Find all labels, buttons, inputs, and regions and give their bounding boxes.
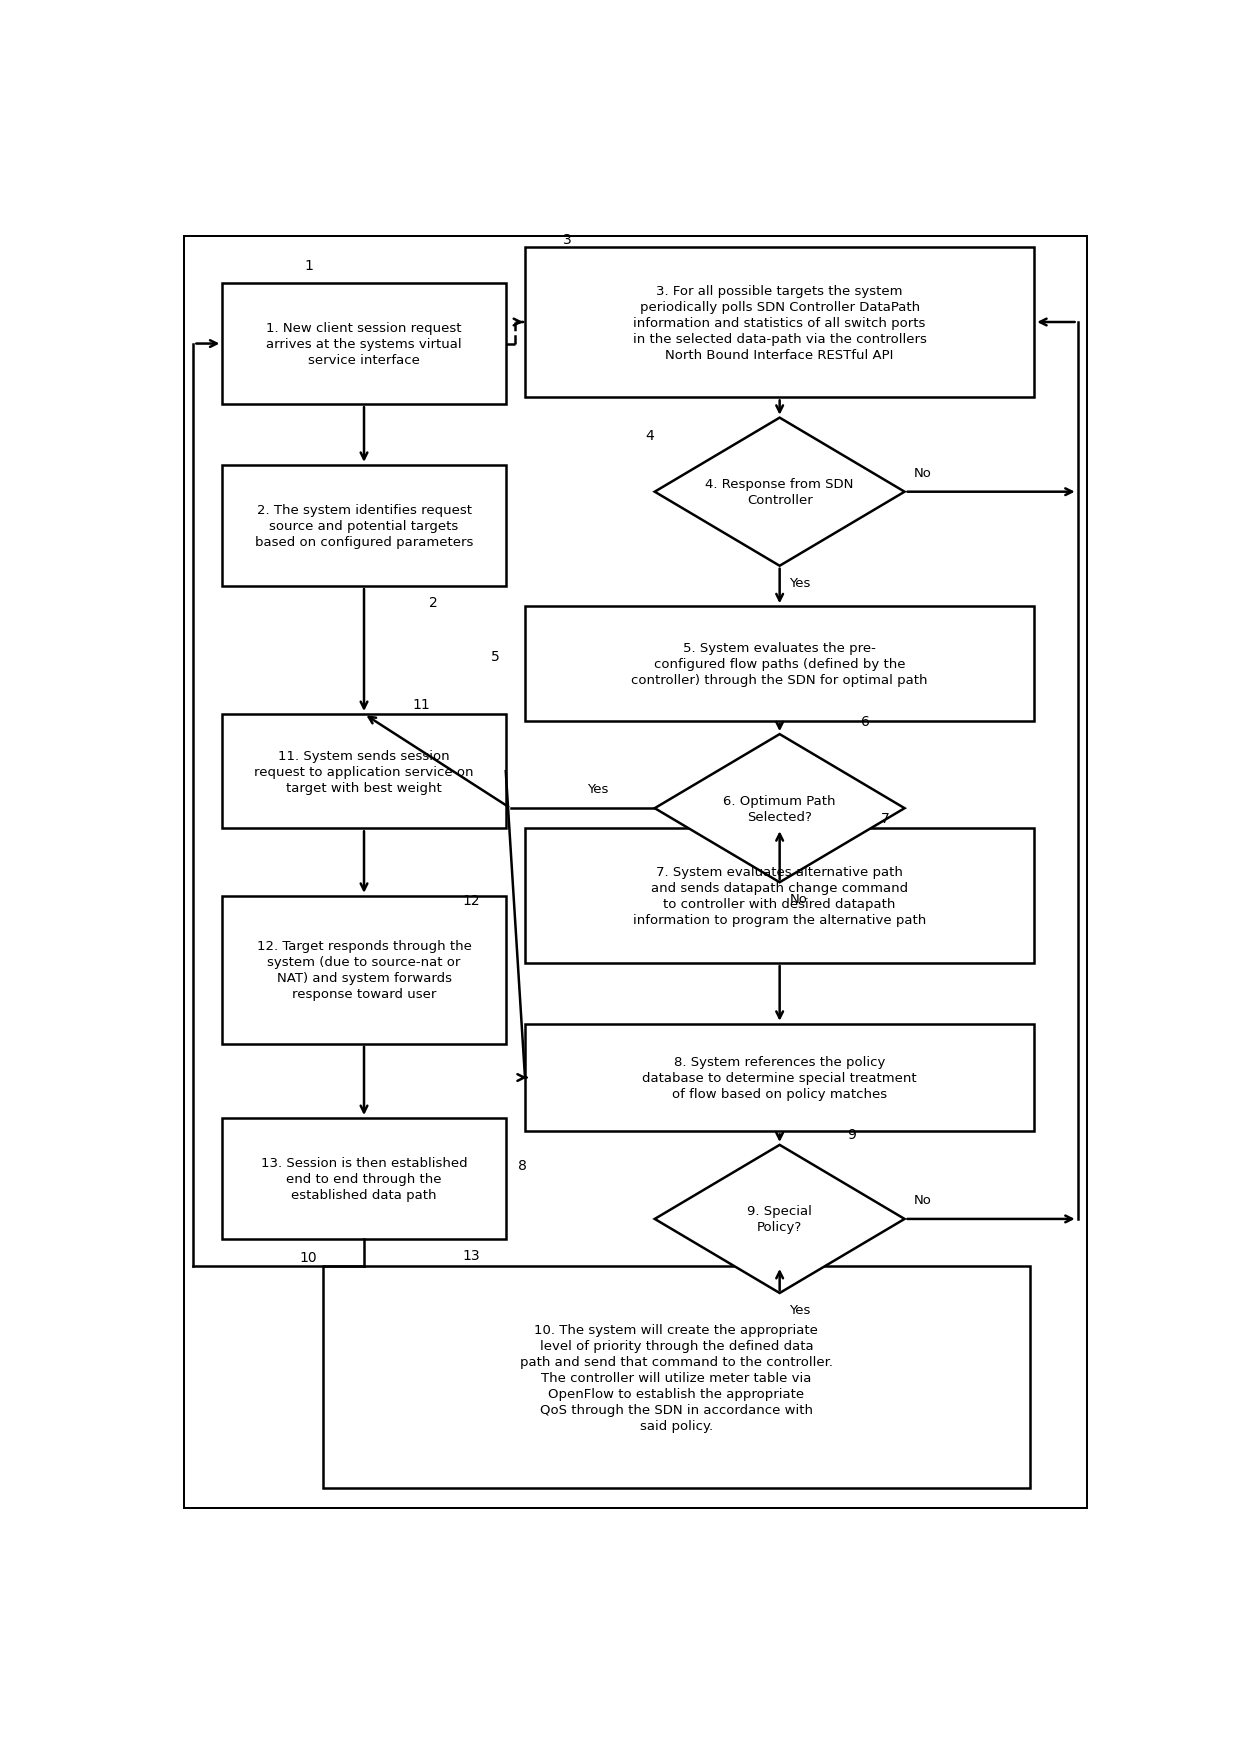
Text: 7. System evaluates alternative path
and sends datapath change command
to contro: 7. System evaluates alternative path and…	[634, 865, 926, 926]
Text: 4. Response from SDN
Controller: 4. Response from SDN Controller	[706, 477, 854, 507]
Text: 1. New client session request
arrives at the systems virtual
service interface: 1. New client session request arrives at…	[267, 322, 461, 367]
FancyBboxPatch shape	[525, 248, 1034, 399]
Text: 2. The system identifies request
source and potential targets
based on configure: 2. The system identifies request source …	[255, 503, 474, 549]
Text: 3: 3	[563, 232, 572, 246]
FancyBboxPatch shape	[222, 465, 506, 587]
Text: 10. The system will create the appropriate
level of priority through the defined: 10. The system will create the appropria…	[520, 1323, 833, 1432]
Text: No: No	[789, 893, 807, 905]
Text: 7: 7	[880, 811, 889, 825]
Text: 8: 8	[518, 1159, 527, 1173]
Text: 3. For all possible targets the system
periodically polls SDN Controller DataPat: 3. For all possible targets the system p…	[632, 285, 926, 362]
Polygon shape	[655, 418, 905, 566]
FancyBboxPatch shape	[222, 897, 506, 1044]
Text: Yes: Yes	[588, 783, 609, 795]
Text: 12. Target responds through the
system (due to source-nat or
NAT) and system for: 12. Target responds through the system (…	[257, 940, 471, 1000]
Text: 13: 13	[463, 1248, 480, 1262]
Text: 11. System sends session
request to application service on
target with best weig: 11. System sends session request to appl…	[254, 750, 474, 794]
Text: 13. Session is then established
end to end through the
established data path: 13. Session is then established end to e…	[260, 1157, 467, 1201]
Text: 9. Special
Policy?: 9. Special Policy?	[748, 1204, 812, 1234]
Text: Yes: Yes	[789, 1304, 811, 1316]
Polygon shape	[655, 1145, 905, 1294]
Polygon shape	[655, 734, 905, 883]
Text: 6: 6	[862, 715, 870, 729]
FancyBboxPatch shape	[525, 1024, 1034, 1131]
Text: 2: 2	[429, 596, 438, 610]
Text: 9: 9	[847, 1127, 856, 1141]
Text: 11: 11	[413, 697, 430, 711]
Text: 10: 10	[299, 1250, 316, 1264]
Text: 4: 4	[645, 428, 653, 442]
Text: 5. System evaluates the pre-
configured flow paths (defined by the
controller) t: 5. System evaluates the pre- configured …	[631, 642, 928, 687]
FancyBboxPatch shape	[222, 283, 506, 406]
Text: 1: 1	[304, 259, 312, 273]
Text: No: No	[914, 467, 932, 479]
FancyBboxPatch shape	[222, 1119, 506, 1239]
Text: 6. Optimum Path
Selected?: 6. Optimum Path Selected?	[723, 794, 836, 823]
Text: 8. System references the policy
database to determine special treatment
of flow : 8. System references the policy database…	[642, 1056, 916, 1101]
Text: 12: 12	[463, 893, 480, 907]
FancyBboxPatch shape	[525, 607, 1034, 722]
Text: Yes: Yes	[789, 577, 811, 589]
FancyBboxPatch shape	[525, 829, 1034, 963]
FancyBboxPatch shape	[222, 715, 506, 829]
FancyBboxPatch shape	[324, 1266, 1029, 1488]
Text: 5: 5	[491, 650, 500, 664]
Text: No: No	[914, 1194, 932, 1206]
